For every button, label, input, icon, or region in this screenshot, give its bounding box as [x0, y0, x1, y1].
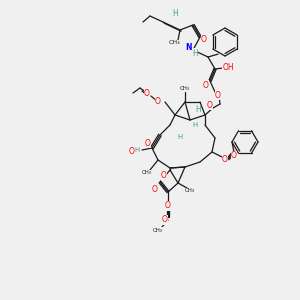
Text: O: O [129, 148, 135, 157]
Text: OH: OH [222, 62, 234, 71]
Text: CH₃: CH₃ [180, 86, 190, 92]
Text: CH₃: CH₃ [168, 40, 180, 46]
Text: O: O [222, 154, 228, 164]
Text: O: O [144, 88, 150, 98]
Text: CH₃: CH₃ [153, 227, 163, 232]
Text: H: H [195, 106, 201, 115]
Text: N: N [186, 44, 192, 52]
Text: O: O [203, 80, 209, 89]
Text: O: O [161, 172, 167, 181]
Text: CH₃: CH₃ [185, 188, 195, 194]
Text: O: O [231, 152, 237, 160]
Text: O: O [165, 202, 171, 211]
Text: CH₃: CH₃ [142, 170, 152, 175]
Text: O: O [152, 185, 158, 194]
Text: H: H [172, 8, 178, 17]
Text: O: O [201, 35, 207, 44]
Text: O: O [207, 100, 213, 109]
Text: O: O [215, 91, 221, 100]
Text: O: O [155, 98, 161, 106]
Text: H: H [192, 49, 198, 58]
Text: H: H [134, 147, 140, 153]
Text: H: H [192, 122, 198, 128]
Text: O: O [145, 139, 151, 148]
Text: O: O [162, 215, 168, 224]
Text: H: H [177, 134, 183, 140]
